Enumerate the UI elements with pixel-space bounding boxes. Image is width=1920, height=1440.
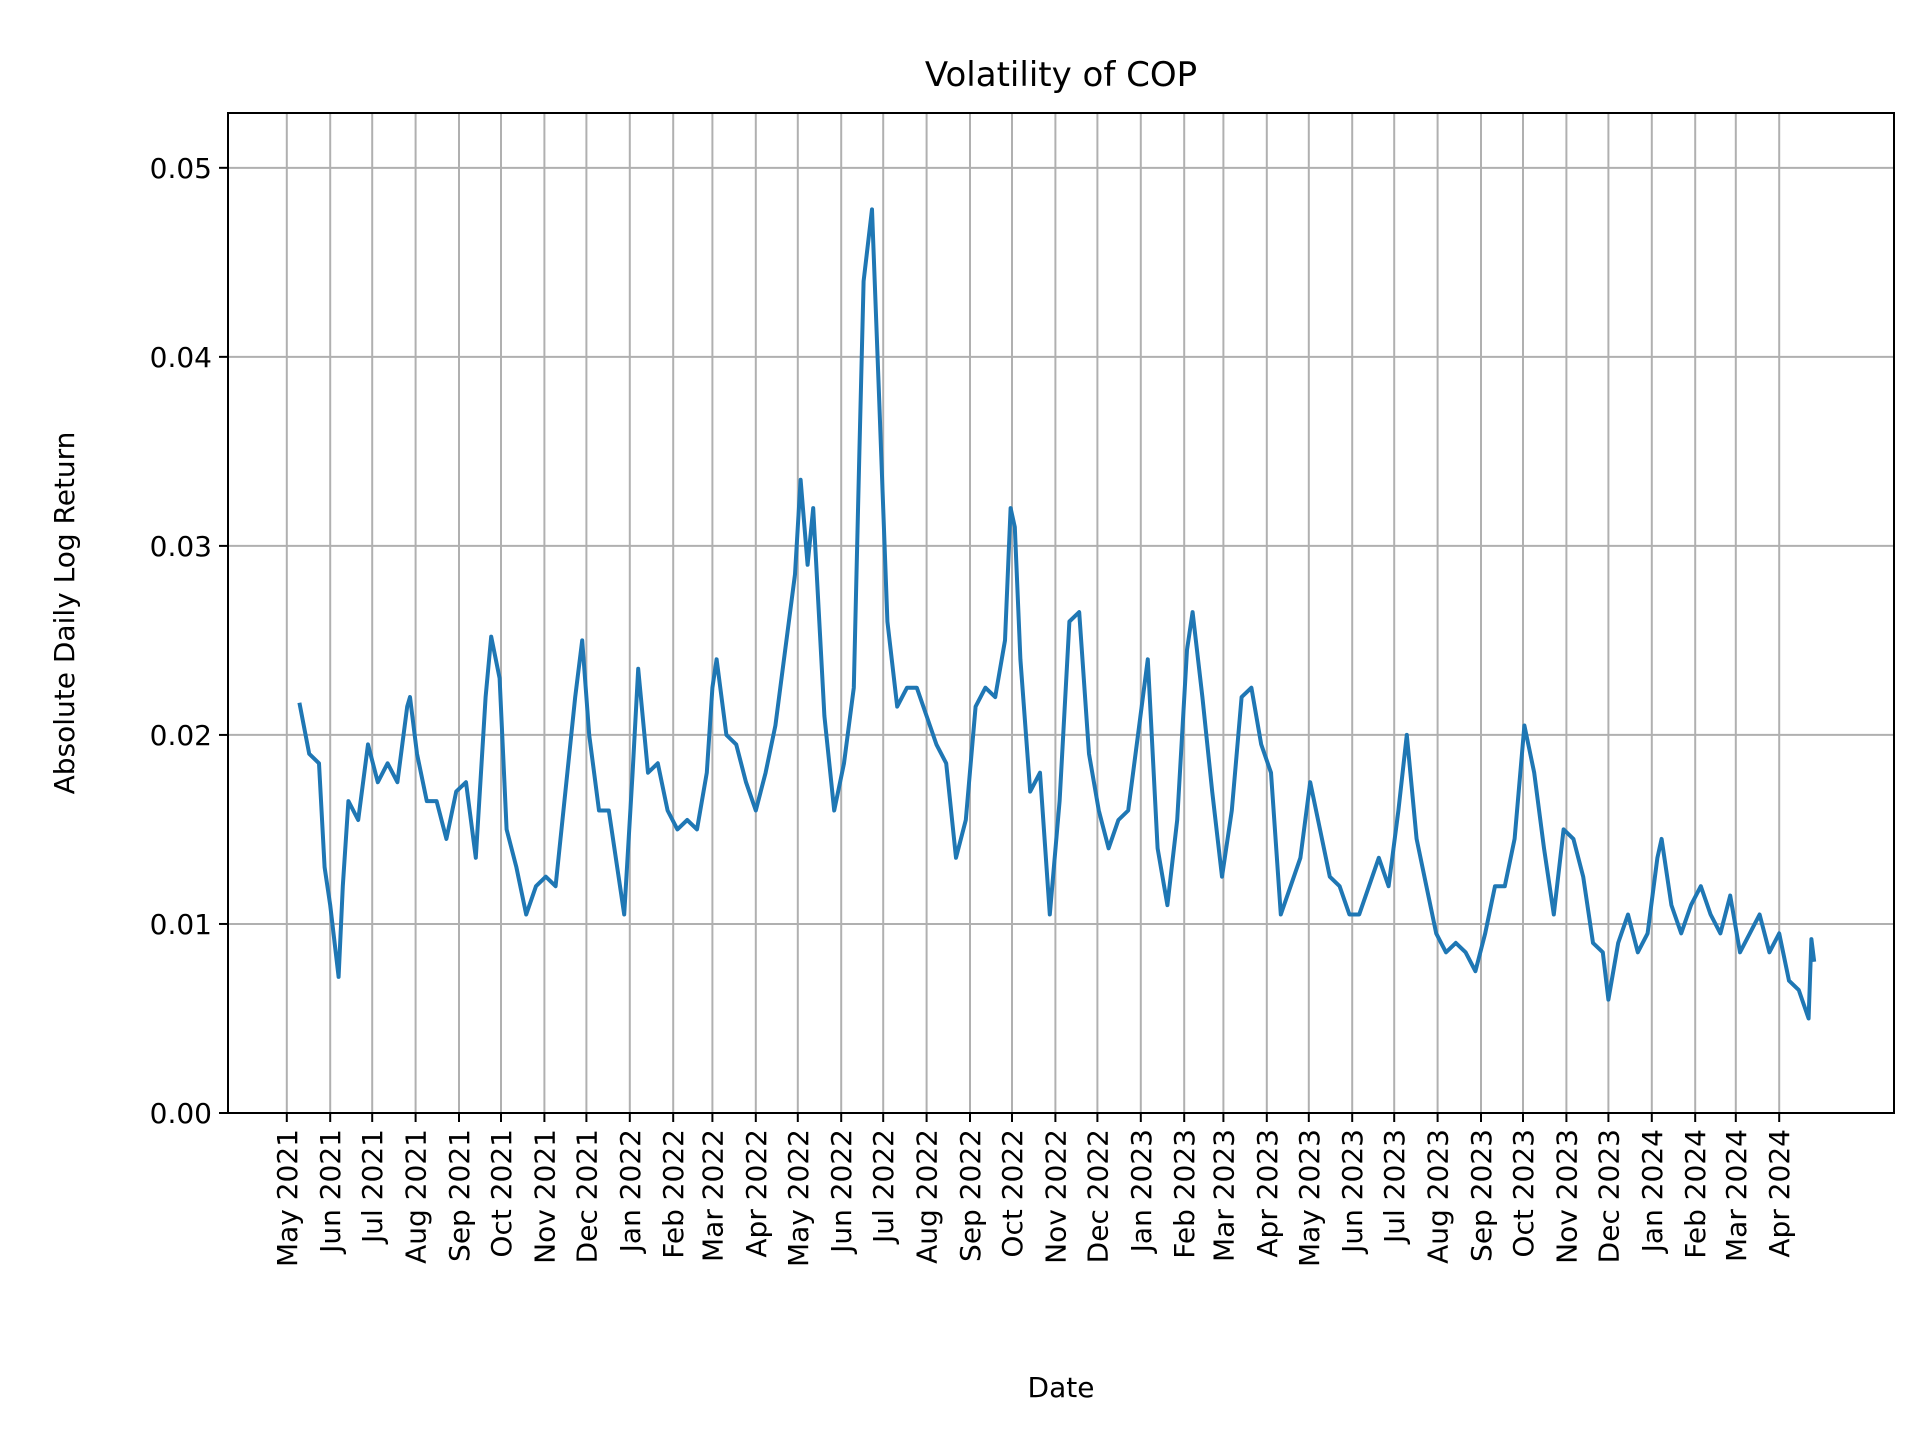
x-tick-label: Dec 2022 (1081, 1129, 1114, 1263)
x-tick-label: Apr 2022 (740, 1129, 773, 1258)
x-tick-label: Jul 2023 (1378, 1129, 1411, 1245)
x-tick-label: Jul 2021 (356, 1129, 389, 1245)
x-tick-label: Aug 2023 (1422, 1129, 1455, 1264)
x-tick-label: Nov 2021 (528, 1129, 561, 1264)
x-tick-label: Aug 2022 (911, 1129, 944, 1264)
x-tick-label: Mar 2024 (1720, 1129, 1753, 1262)
x-tick-label: Jun 2021 (314, 1129, 347, 1255)
axis-ticks: 0.00 0.01 0.02 0.03 0.04 0.05 May 2021 Jun 2021… (150, 152, 1797, 1267)
x-tick-label: Mar 2023 (1207, 1129, 1240, 1262)
x-tick-label: Sep 2023 (1465, 1129, 1498, 1262)
x-tick-label: May 2021 (271, 1129, 304, 1267)
x-tick-label: Feb 2022 (657, 1129, 690, 1259)
y-tick-label: 0.01 (150, 908, 212, 941)
plot-frame (227, 112, 1895, 1114)
x-tick-label: Jan 2024 (1636, 1129, 1669, 1254)
y-tick-label: 0.00 (150, 1097, 212, 1130)
x-tick-label: Jan 2023 (1125, 1129, 1158, 1254)
x-tick-label: Nov 2022 (1039, 1129, 1072, 1264)
x-axis-label: Date (1028, 1371, 1095, 1404)
x-tick-label: Feb 2024 (1679, 1129, 1712, 1259)
x-tick-label: May 2023 (1293, 1129, 1326, 1267)
x-tick-label: Aug 2021 (400, 1129, 433, 1264)
x-tick-label: Apr 2024 (1763, 1129, 1796, 1258)
x-tick-label: Jun 2023 (1336, 1129, 1369, 1255)
y-tick-label: 0.02 (150, 719, 212, 752)
x-tick-label: Dec 2023 (1592, 1129, 1625, 1263)
x-tick-label: Mar 2022 (696, 1129, 729, 1262)
y-tick-label: 0.03 (150, 530, 212, 563)
y-axis-label: Absolute Daily Log Return (48, 432, 81, 795)
x-tick-label: Dec 2021 (570, 1129, 603, 1263)
x-tick-label: Jan 2022 (614, 1129, 647, 1254)
x-tick-label: Oct 2023 (1507, 1129, 1540, 1258)
x-tick-label: Oct 2021 (485, 1129, 518, 1258)
y-tick-label: 0.04 (150, 341, 212, 374)
x-tick-label: Oct 2022 (996, 1129, 1029, 1258)
x-tick-label: Apr 2023 (1251, 1129, 1284, 1258)
volatility-line (297, 207, 1817, 1021)
x-tick-label: Nov 2023 (1550, 1129, 1583, 1264)
x-tick-label: Jul 2022 (867, 1129, 900, 1245)
x-tick-label: Jun 2022 (825, 1129, 858, 1255)
x-tick-label: Sep 2022 (954, 1129, 987, 1262)
x-tick-label: Feb 2023 (1168, 1129, 1201, 1259)
chart-title: Volatility of COP (925, 55, 1197, 95)
x-tick-label: Sep 2021 (443, 1129, 476, 1262)
grid (228, 113, 1894, 1114)
y-tick-label: 0.05 (150, 152, 212, 185)
x-tick-label: May 2022 (782, 1129, 815, 1267)
